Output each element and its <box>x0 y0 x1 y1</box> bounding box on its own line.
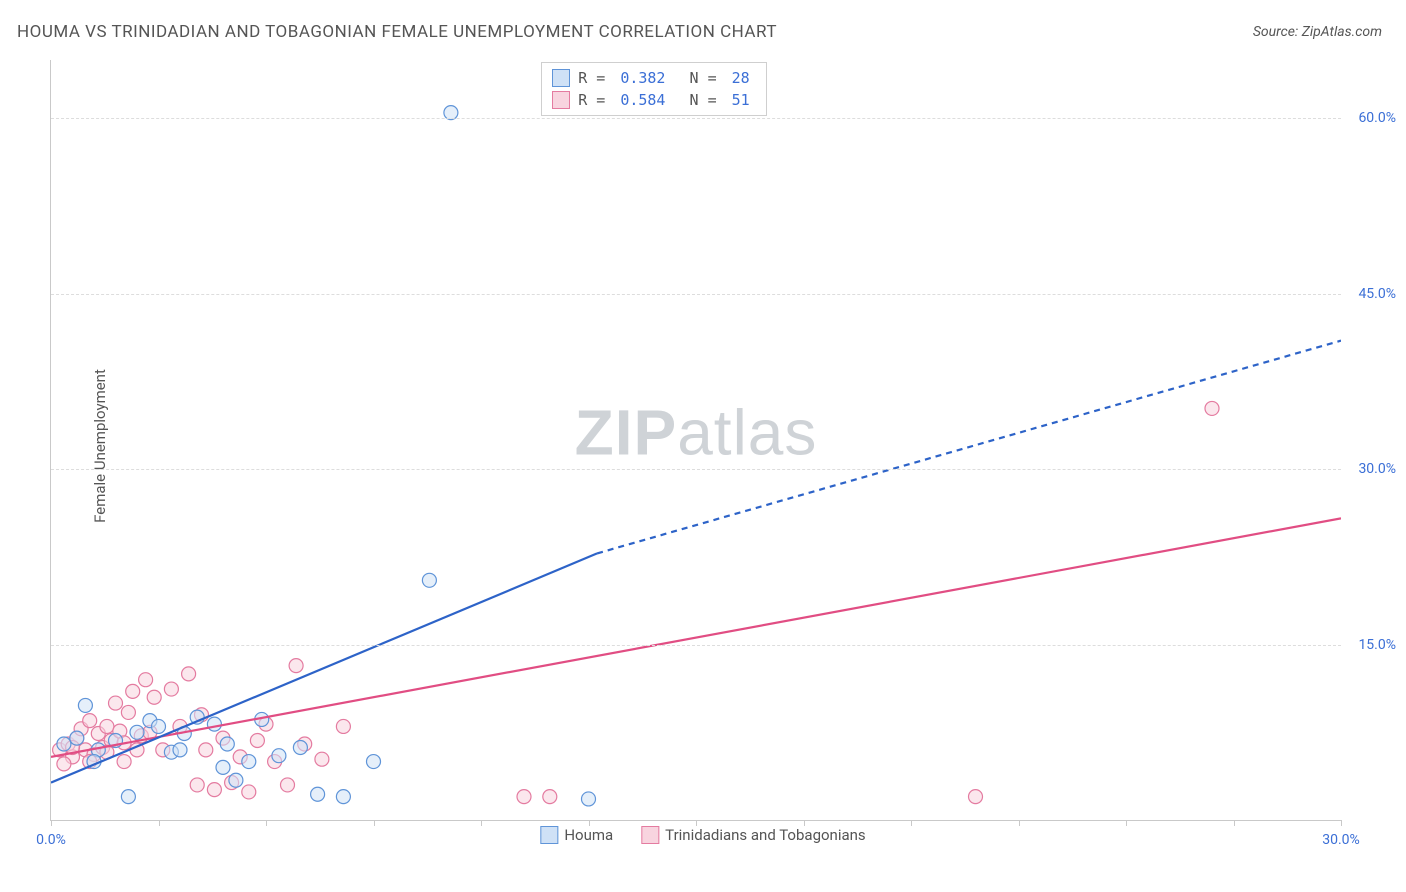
legend-item: Houma <box>540 826 613 844</box>
data-point <box>83 714 97 728</box>
data-point <box>315 752 329 766</box>
data-point <box>229 773 243 787</box>
chart-title: HOUMA VS TRINIDADIAN AND TOBAGONIAN FEMA… <box>17 22 777 42</box>
data-point <box>220 737 234 751</box>
data-point <box>190 778 204 792</box>
data-point <box>139 673 153 687</box>
gridline <box>51 294 1341 295</box>
source-label: Source: ZipAtlas.com <box>1253 24 1382 40</box>
x-tick <box>51 820 52 826</box>
data-point <box>281 778 295 792</box>
y-tick-label: 45.0% <box>1358 286 1396 302</box>
y-tick-label: 15.0% <box>1358 637 1396 653</box>
legend-bottom: Houma Trinidadians and Tobagonians <box>526 826 879 844</box>
data-point <box>182 667 196 681</box>
x-tick <box>374 820 375 826</box>
data-point <box>582 792 596 806</box>
data-point <box>57 757 71 771</box>
x-tick-label: 30.0% <box>1322 832 1360 848</box>
n-label: N = <box>671 69 725 87</box>
data-point <box>311 787 325 801</box>
legend-item: Trinidadians and Tobagonians <box>641 826 865 844</box>
data-point <box>517 790 531 804</box>
x-tick <box>159 820 160 826</box>
data-point <box>121 705 135 719</box>
x-tick <box>1126 820 1127 826</box>
gridline <box>51 469 1341 470</box>
y-tick-label: 30.0% <box>1358 461 1396 477</box>
data-point <box>1205 401 1219 415</box>
data-point <box>289 659 303 673</box>
gridline <box>51 645 1341 646</box>
n-label: N = <box>671 91 725 109</box>
r-label: R = <box>578 91 614 109</box>
legend-stats-box: R = 0.382 N = 28R = 0.584 N = 51 <box>541 62 767 116</box>
data-point <box>164 682 178 696</box>
data-point <box>336 719 350 733</box>
data-point <box>152 719 166 733</box>
r-value: 0.382 <box>620 69 665 87</box>
legend-stat-row: R = 0.382 N = 28 <box>552 67 756 89</box>
n-value: 28 <box>732 69 750 87</box>
x-tick <box>1019 820 1020 826</box>
data-point <box>207 783 221 797</box>
data-point <box>147 690 161 704</box>
r-label: R = <box>578 69 614 87</box>
legend-swatch <box>641 826 659 844</box>
data-point <box>57 737 71 751</box>
data-point <box>121 790 135 804</box>
data-point <box>422 573 436 587</box>
legend-stat-row: R = 0.584 N = 51 <box>552 89 756 111</box>
x-tick <box>266 820 267 826</box>
legend-swatch <box>552 91 570 109</box>
data-point <box>216 760 230 774</box>
legend-swatch <box>552 69 570 87</box>
data-point <box>336 790 350 804</box>
data-point <box>242 755 256 769</box>
data-point <box>173 743 187 757</box>
n-value: 51 <box>732 91 750 109</box>
data-point <box>250 733 264 747</box>
data-point <box>207 717 221 731</box>
x-tick <box>911 820 912 826</box>
data-point <box>70 731 84 745</box>
data-point <box>293 741 307 755</box>
regression-line <box>51 518 1341 757</box>
data-point <box>130 725 144 739</box>
gridline <box>51 118 1341 119</box>
x-tick <box>1234 820 1235 826</box>
data-point <box>78 698 92 712</box>
data-point <box>117 755 131 769</box>
data-point <box>367 755 381 769</box>
regression-line <box>51 553 597 782</box>
y-tick-label: 60.0% <box>1358 110 1396 126</box>
data-point <box>543 790 557 804</box>
x-tick <box>1341 820 1342 826</box>
x-tick <box>481 820 482 826</box>
legend-swatch <box>540 826 558 844</box>
legend-label: Houma <box>564 826 613 844</box>
x-tick-label: 0.0% <box>36 832 66 848</box>
data-point <box>242 785 256 799</box>
data-point <box>100 719 114 733</box>
data-point <box>969 790 983 804</box>
chart-svg-layer <box>51 60 1341 820</box>
data-point <box>199 743 213 757</box>
data-point <box>272 749 286 763</box>
data-point <box>126 684 140 698</box>
data-point <box>109 696 123 710</box>
r-value: 0.584 <box>620 91 665 109</box>
regression-line <box>597 341 1341 554</box>
legend-label: Trinidadians and Tobagonians <box>665 826 865 844</box>
chart-plot-area: ZIPatlas R = 0.382 N = 28R = 0.584 N = 5… <box>50 60 1341 821</box>
